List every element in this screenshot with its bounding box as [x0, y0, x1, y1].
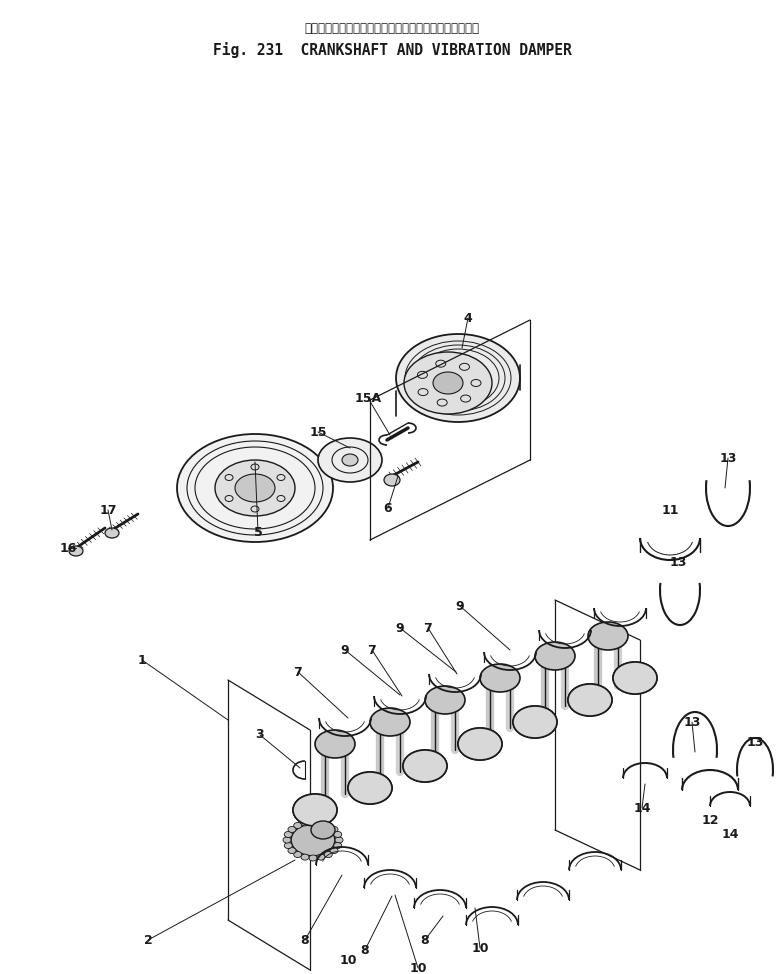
Ellipse shape — [215, 460, 295, 516]
Ellipse shape — [325, 851, 332, 857]
Ellipse shape — [613, 662, 657, 694]
Ellipse shape — [294, 851, 302, 857]
Text: 9: 9 — [341, 644, 350, 656]
Ellipse shape — [433, 372, 463, 394]
Ellipse shape — [513, 706, 557, 738]
Ellipse shape — [348, 772, 392, 804]
Ellipse shape — [311, 821, 335, 839]
Text: 8: 8 — [421, 933, 430, 947]
Ellipse shape — [480, 664, 520, 692]
Ellipse shape — [403, 750, 447, 782]
Ellipse shape — [105, 528, 119, 538]
Text: 5: 5 — [254, 526, 263, 539]
Text: 8: 8 — [361, 944, 369, 956]
Ellipse shape — [384, 474, 400, 486]
Text: 7: 7 — [423, 621, 432, 634]
Ellipse shape — [403, 750, 447, 782]
Ellipse shape — [370, 708, 410, 736]
Text: 12: 12 — [701, 813, 719, 827]
Ellipse shape — [535, 642, 575, 670]
Text: 13: 13 — [719, 452, 737, 465]
Ellipse shape — [613, 662, 657, 694]
Text: 2: 2 — [143, 933, 152, 947]
Ellipse shape — [404, 352, 492, 414]
Text: 8: 8 — [301, 933, 310, 947]
Ellipse shape — [301, 820, 309, 826]
Ellipse shape — [301, 854, 309, 860]
Text: 7: 7 — [368, 644, 376, 656]
Text: 17: 17 — [100, 504, 117, 516]
Ellipse shape — [309, 855, 317, 861]
Ellipse shape — [396, 334, 520, 422]
Ellipse shape — [294, 822, 302, 829]
Ellipse shape — [293, 794, 337, 826]
Ellipse shape — [342, 454, 358, 466]
Text: 15A: 15A — [354, 392, 382, 404]
Text: 14: 14 — [633, 802, 651, 814]
Ellipse shape — [317, 820, 325, 826]
Ellipse shape — [288, 847, 296, 853]
Ellipse shape — [69, 546, 83, 556]
Ellipse shape — [334, 843, 342, 848]
Ellipse shape — [293, 794, 337, 826]
Text: 7: 7 — [294, 665, 303, 679]
Ellipse shape — [283, 837, 291, 843]
Ellipse shape — [458, 728, 502, 760]
Text: 10: 10 — [339, 954, 357, 966]
Text: 15: 15 — [309, 426, 327, 438]
Text: 13: 13 — [684, 716, 701, 729]
Text: Fig. 231  CRANKSHAFT AND VIBRATION DAMPER: Fig. 231 CRANKSHAFT AND VIBRATION DAMPER — [212, 42, 572, 58]
Text: 6: 6 — [383, 502, 392, 514]
Text: 16: 16 — [60, 542, 77, 554]
Text: 4: 4 — [463, 312, 473, 324]
Ellipse shape — [513, 706, 557, 738]
Ellipse shape — [330, 847, 338, 853]
Ellipse shape — [177, 434, 333, 542]
Ellipse shape — [568, 684, 612, 716]
Text: 1: 1 — [138, 654, 147, 666]
Ellipse shape — [235, 474, 275, 502]
Ellipse shape — [325, 822, 332, 829]
Ellipse shape — [309, 819, 317, 825]
Ellipse shape — [425, 686, 465, 714]
Text: 14: 14 — [721, 828, 739, 841]
Ellipse shape — [285, 832, 292, 838]
Text: 11: 11 — [661, 504, 679, 516]
Text: 9: 9 — [456, 600, 464, 613]
Ellipse shape — [588, 622, 628, 650]
Text: 13: 13 — [670, 555, 687, 569]
Text: 13: 13 — [746, 735, 764, 748]
Text: 10: 10 — [409, 961, 426, 974]
Ellipse shape — [348, 772, 392, 804]
Ellipse shape — [318, 438, 382, 482]
Ellipse shape — [458, 728, 502, 760]
Text: 3: 3 — [256, 729, 264, 741]
Text: 10: 10 — [471, 942, 488, 955]
Ellipse shape — [315, 730, 355, 758]
Ellipse shape — [330, 826, 338, 833]
Text: 9: 9 — [396, 621, 405, 634]
Ellipse shape — [568, 684, 612, 716]
Ellipse shape — [291, 824, 335, 856]
Ellipse shape — [317, 854, 325, 860]
Text: クランクシャフト　および　バイブレーション　ダンパ: クランクシャフト および バイブレーション ダンパ — [304, 22, 480, 35]
Ellipse shape — [334, 832, 342, 838]
Ellipse shape — [288, 826, 296, 833]
Ellipse shape — [285, 843, 292, 848]
Ellipse shape — [335, 837, 343, 843]
